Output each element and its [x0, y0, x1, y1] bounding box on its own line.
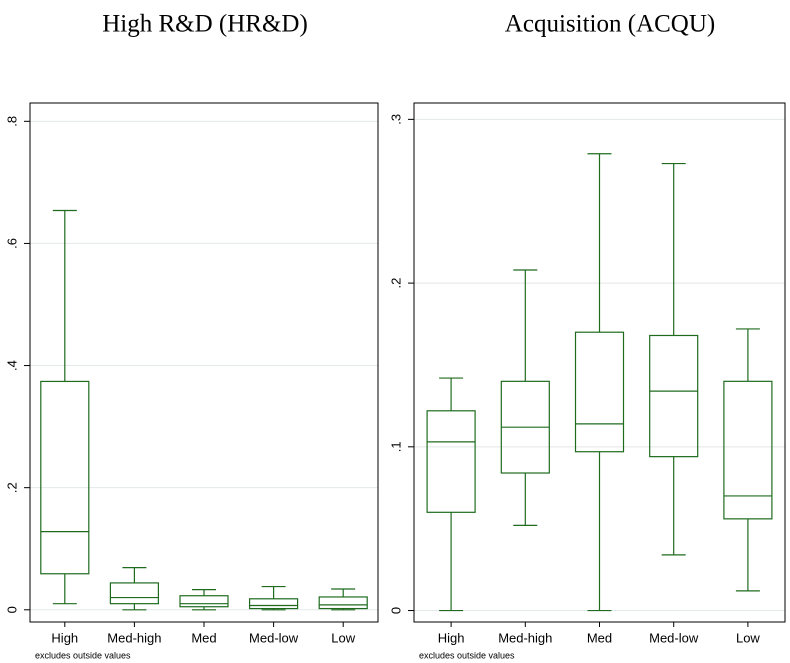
- x-tick-label: High: [438, 630, 465, 645]
- x-tick-label: Med-high: [107, 630, 161, 645]
- x-tick-label: Med-low: [249, 630, 299, 645]
- box: [723, 380, 773, 520]
- y-tick-label: .4: [4, 360, 19, 371]
- y-tick-label: .8: [4, 116, 19, 127]
- y-tick-label: .2: [388, 278, 403, 289]
- y-tick-label: 0: [4, 606, 19, 613]
- box: [179, 595, 229, 608]
- y-tick-label: .2: [4, 482, 19, 493]
- y-tick-label: .3: [388, 114, 403, 125]
- box: [649, 334, 699, 458]
- note: excludes outside values: [419, 650, 515, 660]
- chart-title: High R&D (HR&D): [102, 11, 308, 38]
- chart-title: Acquisition (ACQU): [505, 11, 715, 38]
- x-tick-label: Med: [587, 630, 612, 645]
- box: [426, 410, 476, 513]
- x-tick-label: Med-low: [649, 630, 699, 645]
- note: excludes outside values: [35, 650, 131, 660]
- box: [318, 596, 368, 610]
- box: [40, 380, 90, 575]
- y-tick-label: .6: [4, 238, 19, 249]
- plot-frame: [29, 102, 379, 623]
- x-tick-label: Med: [191, 630, 216, 645]
- y-tick-label: 0: [388, 607, 403, 614]
- box: [249, 598, 299, 610]
- x-tick-label: Low: [736, 630, 760, 645]
- y-tick-label: .1: [388, 441, 403, 452]
- x-tick-label: Low: [331, 630, 355, 645]
- x-tick-label: Med-high: [498, 630, 552, 645]
- box: [574, 331, 625, 453]
- box: [109, 582, 160, 605]
- x-tick-label: High: [51, 630, 78, 645]
